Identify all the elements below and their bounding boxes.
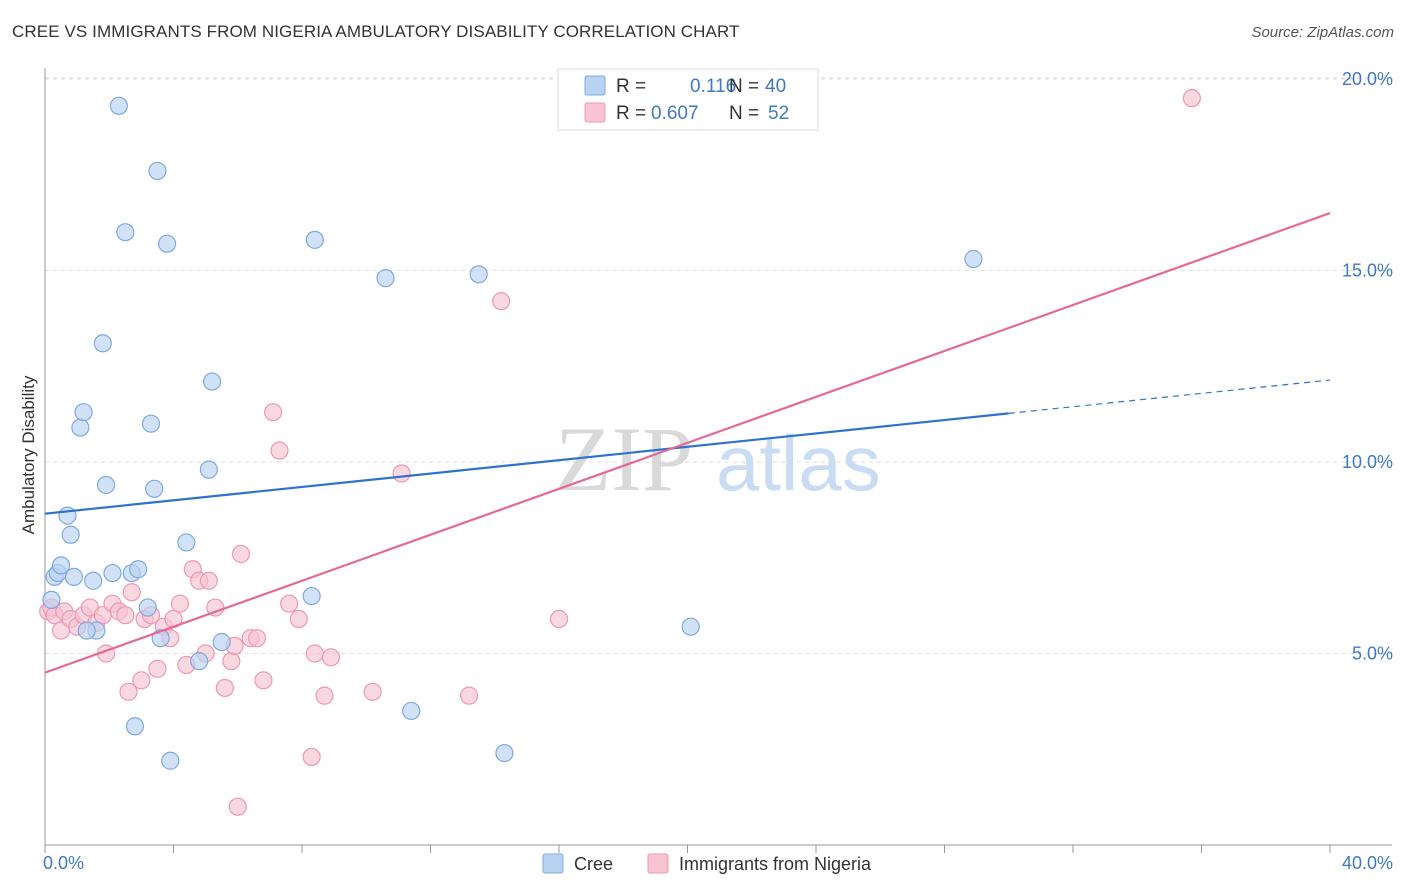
legend-n-label-cree: N =	[729, 76, 759, 97]
cree-point-31	[302, 586, 321, 606]
nigeria-point-40	[270, 441, 289, 460]
chart-title: CREE VS IMMIGRANTS FROM NIGERIA AMBULATO…	[12, 22, 740, 41]
cree-point-7	[71, 418, 90, 437]
nigeria-point-42	[289, 609, 308, 629]
cree-point-38	[964, 249, 983, 269]
nigeria-point-30	[206, 598, 225, 617]
cree-point-39	[77, 621, 96, 640]
cree-point-14	[109, 96, 128, 115]
cree-point-36	[495, 743, 514, 763]
cree-trend-line	[44, 412, 1009, 515]
y-tick-label-20: 20.0%	[1342, 69, 1393, 89]
nigeria-trend-line	[44, 212, 1331, 674]
x-tick-label-min: 0.0%	[43, 853, 84, 873]
legend-r-label-nigeria: R =	[616, 103, 646, 124]
cree-point-13	[103, 563, 122, 583]
legend-bottom-label-cree: Cree	[574, 854, 613, 874]
legend-swatch-nigeria	[584, 102, 606, 123]
watermark-atlas: atlas	[716, 419, 881, 507]
nigeria-point-47	[363, 682, 382, 701]
nigeria-point-35	[231, 544, 251, 564]
nigeria-point-46	[321, 648, 341, 667]
cree-point-20	[141, 414, 161, 433]
nigeria-point-49	[459, 686, 479, 705]
cree-point-19	[138, 598, 157, 617]
nigeria-point-51	[549, 609, 569, 629]
cree-point-32	[305, 230, 324, 249]
cree-point-17	[125, 717, 145, 736]
cree-point-6	[64, 567, 84, 587]
nigeria-point-17	[132, 671, 151, 690]
nigeria-point-24	[170, 594, 190, 613]
nigeria-point-41	[280, 594, 299, 613]
cree-point-34	[402, 701, 421, 721]
cree-point-12	[96, 475, 116, 495]
cree-point-30	[212, 632, 231, 652]
source-label: Source: ZipAtlas.com	[1251, 24, 1394, 41]
nigeria-point-31	[215, 678, 234, 698]
cree-point-27	[190, 652, 209, 671]
cree-point-35	[469, 265, 488, 284]
y-tick-label-5: 5.0%	[1352, 644, 1393, 664]
nigeria-point-39	[263, 403, 283, 422]
axis-layer: 5.0% 10.0% 15.0% 20.0% 0.0% 40.0%	[43, 68, 1393, 873]
legend-r-value-nigeria: 0.607	[651, 103, 699, 124]
nigeria-point-16	[122, 583, 141, 602]
cree-point-29	[202, 372, 222, 391]
cree-point-33	[376, 269, 395, 288]
nigeria-point-48	[392, 464, 411, 483]
nigeria-point-34	[228, 797, 247, 816]
legend-top: R = 0.116 N = 40 R = 0.607 N = 52	[557, 68, 819, 131]
cree-point-25	[161, 751, 180, 770]
legend-bottom: Cree Immigrants from Nigeria	[542, 853, 872, 874]
y-tick-label-10: 10.0%	[1342, 452, 1393, 472]
nigeria-point-15	[119, 682, 138, 701]
cree-trend-extension	[1008, 379, 1331, 414]
cree-point-18	[129, 560, 148, 579]
watermark: ZIP atlas	[555, 408, 881, 510]
nigeria-point-14	[116, 606, 135, 625]
grid-layer	[45, 77, 1392, 654]
legend-swatch-cree	[584, 75, 606, 96]
trend-layer	[44, 212, 1331, 674]
cree-point-0	[42, 590, 61, 609]
cree-point-8	[74, 403, 93, 422]
cree-point-24	[157, 234, 177, 253]
cree-point-21	[145, 479, 164, 498]
cree-point-11	[93, 334, 112, 353]
cree-point-3	[51, 556, 71, 575]
nigeria-point-45	[315, 686, 334, 705]
cree-point-22	[148, 161, 167, 181]
cree-point-26	[177, 533, 196, 552]
y-tick-label-15: 15.0%	[1342, 261, 1393, 281]
legend-r-label-cree: R =	[616, 76, 646, 97]
legend-n-label-nigeria: N =	[729, 103, 759, 124]
nigeria-point-38	[254, 671, 273, 690]
nigeria-point-44	[305, 644, 324, 663]
legend-r-value-cree: 0.116	[690, 76, 736, 97]
cree-point-15	[116, 223, 135, 242]
nigeria-point-29	[199, 571, 218, 590]
nigeria-point-50	[492, 292, 511, 311]
nigeria-point-52	[1182, 89, 1201, 108]
legend-n-value-nigeria: 52	[768, 103, 789, 124]
cree-point-5	[61, 525, 80, 544]
nigeria-point-20	[148, 659, 167, 678]
cree-point-37	[681, 617, 700, 636]
cree-point-9	[84, 571, 103, 590]
legend-bottom-swatch-cree	[542, 853, 564, 874]
nigeria-point-43	[302, 747, 321, 767]
legend-n-value-cree: 40	[765, 76, 786, 97]
points-cree	[42, 96, 983, 770]
x-tick-label-max: 40.0%	[1342, 853, 1393, 873]
nigeria-point-37	[247, 629, 267, 648]
legend-bottom-swatch-nigeria	[647, 853, 669, 874]
y-axis-label: Ambulatory Disability	[19, 375, 38, 534]
nigeria-point-32	[222, 652, 241, 671]
cree-point-28	[199, 460, 218, 479]
legend-bottom-label-nigeria: Immigrants from Nigeria	[679, 854, 872, 874]
